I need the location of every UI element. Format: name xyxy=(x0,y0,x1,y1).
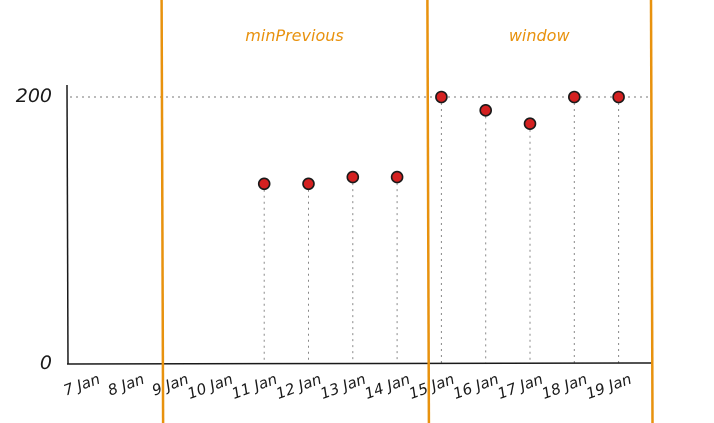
x-tick-label: 10 Jan xyxy=(185,370,235,403)
points-layer xyxy=(257,90,625,191)
axes-layer xyxy=(66,84,653,365)
region-boundary-line xyxy=(649,0,654,423)
data-point xyxy=(523,117,537,130)
x-tick-label: 19 Jan xyxy=(584,370,634,403)
stem-lines-layer xyxy=(263,97,620,364)
x-tick-label: 11 Jan xyxy=(229,370,279,403)
region-boundary-line xyxy=(160,0,165,423)
x-tick-label: 17 Jan xyxy=(495,370,545,403)
data-point xyxy=(479,104,493,117)
x-tick-label: 8 Jan xyxy=(105,370,146,400)
data-point xyxy=(435,90,448,104)
x-tick-label: 13 Jan xyxy=(318,370,368,403)
y-tick-label: 200 xyxy=(16,85,52,107)
x-tick-label: 9 Jan xyxy=(150,370,191,400)
data-point xyxy=(390,170,404,184)
region-label: window xyxy=(509,26,571,45)
x-tick-label: 7 Jan xyxy=(61,370,102,400)
x-tick-label: 15 Jan xyxy=(406,370,456,403)
data-point xyxy=(567,90,581,104)
data-point xyxy=(612,90,625,104)
x-axis xyxy=(66,362,653,365)
region-label: minPrevious xyxy=(245,26,343,45)
y-tick-label: 0 xyxy=(40,352,52,374)
y-tick-labels: 0 200 xyxy=(16,85,52,374)
region-layer: minPrevious window xyxy=(160,0,654,423)
region-boundary-line xyxy=(426,0,431,423)
x-tick-label: 12 Jan xyxy=(274,370,324,403)
data-point xyxy=(302,177,315,191)
data-point xyxy=(346,170,360,184)
x-tick-label: 18 Jan xyxy=(539,370,589,403)
data-point xyxy=(257,177,271,191)
y-axis xyxy=(66,84,69,365)
x-tick-label: 16 Jan xyxy=(451,370,501,403)
x-tick-label: 14 Jan xyxy=(362,370,412,403)
